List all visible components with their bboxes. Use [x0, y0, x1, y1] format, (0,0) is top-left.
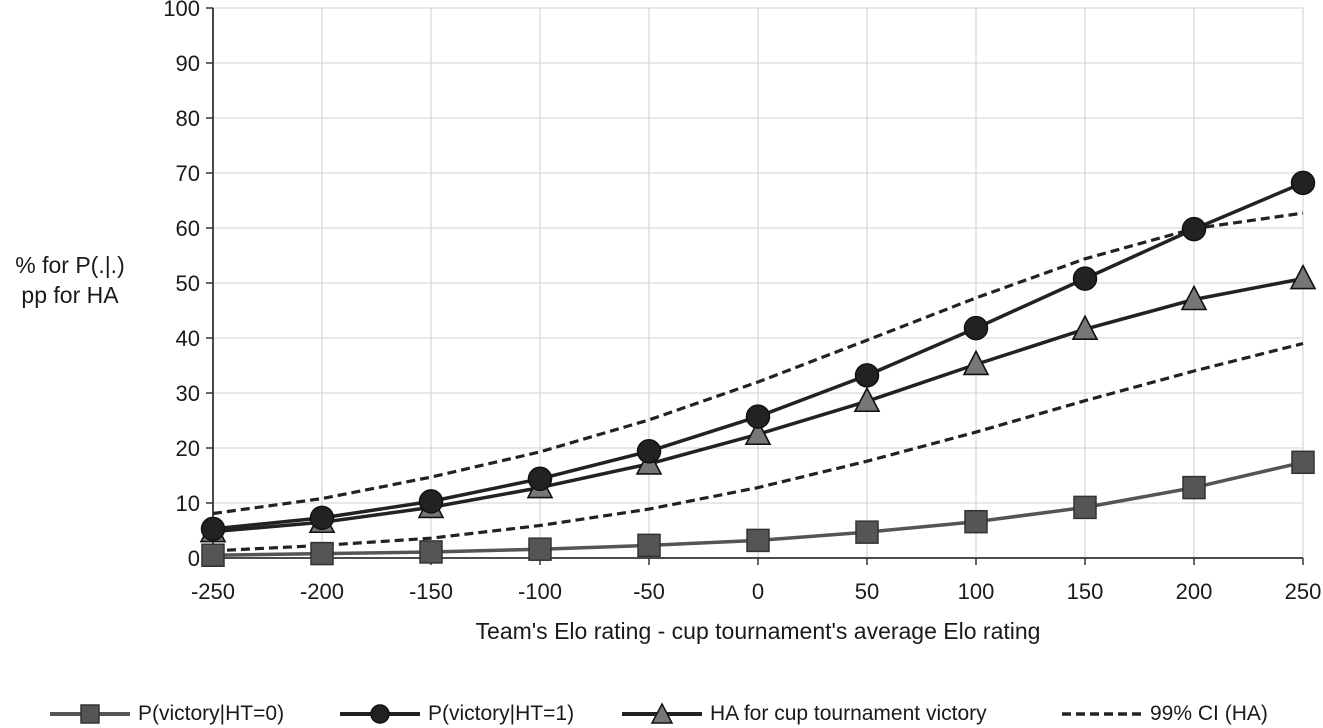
axes [206, 7, 1304, 565]
x-axis-label: Team's Elo rating - cup tournament's ave… [475, 618, 1041, 644]
data-point-triangle [853, 386, 881, 413]
series-layer [199, 170, 1317, 567]
data-point-circle [1181, 216, 1207, 242]
x-tick-label: 150 [1067, 579, 1104, 604]
data-point-triangle [962, 349, 990, 376]
ci-upper-line [212, 211, 1304, 516]
x-tick-label: -200 [300, 579, 344, 604]
x-tick-label: -50 [633, 579, 665, 604]
y-tick-label: 90 [176, 51, 200, 76]
y-tick-label: 40 [176, 326, 200, 351]
data-point-circle [1290, 170, 1316, 196]
data-point-circle [854, 363, 880, 388]
y-tick-label: 0 [188, 546, 200, 571]
data-point-square [637, 533, 661, 558]
x-tick-label: 50 [855, 579, 879, 604]
x-tick-label: -150 [409, 579, 453, 604]
x-tick-label: 200 [1176, 579, 1213, 604]
y-tick-label: 10 [176, 491, 200, 516]
data-point-circle [527, 466, 553, 492]
data-point-square [1291, 450, 1315, 475]
data-point-circle [963, 315, 989, 341]
data-point-triangle [1289, 263, 1317, 290]
data-point-triangle [1180, 284, 1208, 311]
data-point-circle [745, 404, 771, 429]
y-axis-label: % for P(.|.) pp for HA [0, 250, 140, 310]
data-point-square [419, 540, 443, 564]
data-point-triangle [1071, 314, 1099, 341]
data-point-square [1073, 495, 1097, 520]
x-tick-label: 100 [958, 579, 995, 604]
data-point-triangle [744, 419, 772, 446]
y-tick-label: 80 [176, 106, 200, 131]
y-tick-label: 70 [176, 161, 200, 186]
legend-symbol-dashed [1062, 712, 1142, 716]
data-point-square [1182, 475, 1206, 500]
data-point-square [201, 543, 225, 567]
legend-item-ci: 99% CI (HA) [1060, 700, 1268, 728]
data-point-circle [200, 516, 226, 542]
data-point-square [746, 528, 770, 553]
x-tick-label: 0 [752, 579, 764, 604]
y-tick-label: 60 [176, 216, 200, 241]
x-tick-label: 250 [1285, 579, 1322, 604]
legend-label: P(victory|HT=1) [428, 702, 575, 725]
grid [213, 7, 1304, 558]
legend-item-ha-victory: HA for cup tournament victory [620, 700, 987, 728]
ci-lower-line [212, 341, 1304, 553]
legend-item-p-victory-ht0: P(victory|HT=0) [48, 700, 284, 728]
y-tick-label: 50 [176, 271, 200, 296]
data-point-square [310, 541, 334, 566]
x-tick-label: -100 [518, 579, 562, 604]
legend-label: P(victory|HT=0) [138, 702, 285, 725]
y-tick-label: 100 [163, 0, 200, 21]
data-point-circle [418, 489, 444, 514]
y-axis-label-line-2: pp for HA [21, 282, 119, 308]
x-tick-label: -250 [191, 579, 235, 604]
legend-symbol-square [50, 704, 130, 724]
data-point-circle [1072, 266, 1098, 291]
data-point-square [964, 509, 988, 534]
tick-labels: 0 10 20 30 40 50 60 70 80 90 100 -250 -200 -150 -100 -5… [163, 0, 1321, 604]
legend-symbol-circle [340, 704, 420, 724]
data-point-circle [636, 439, 662, 464]
legend-symbol-triangle [622, 702, 702, 724]
data-point-square [855, 520, 879, 544]
y-tick-label: 20 [176, 436, 200, 461]
legend: P(victory|HT=0) P(victory|HT=1) HA for c… [0, 700, 1323, 728]
legend-label: HA for cup tournament victory [710, 702, 987, 725]
y-axis-label-line-1: % for P(.|.) [15, 252, 125, 278]
y-tick-label: 30 [176, 381, 200, 406]
data-point-square [528, 537, 552, 561]
data-point-circle [309, 505, 335, 531]
legend-item-p-victory-ht1: P(victory|HT=1) [338, 700, 574, 728]
legend-label: 99% CI (HA) [1150, 702, 1268, 725]
chart-svg: 0 10 20 30 40 50 60 70 80 90 100 -250 -200 -150 -100 -5… [163, 0, 1321, 604]
